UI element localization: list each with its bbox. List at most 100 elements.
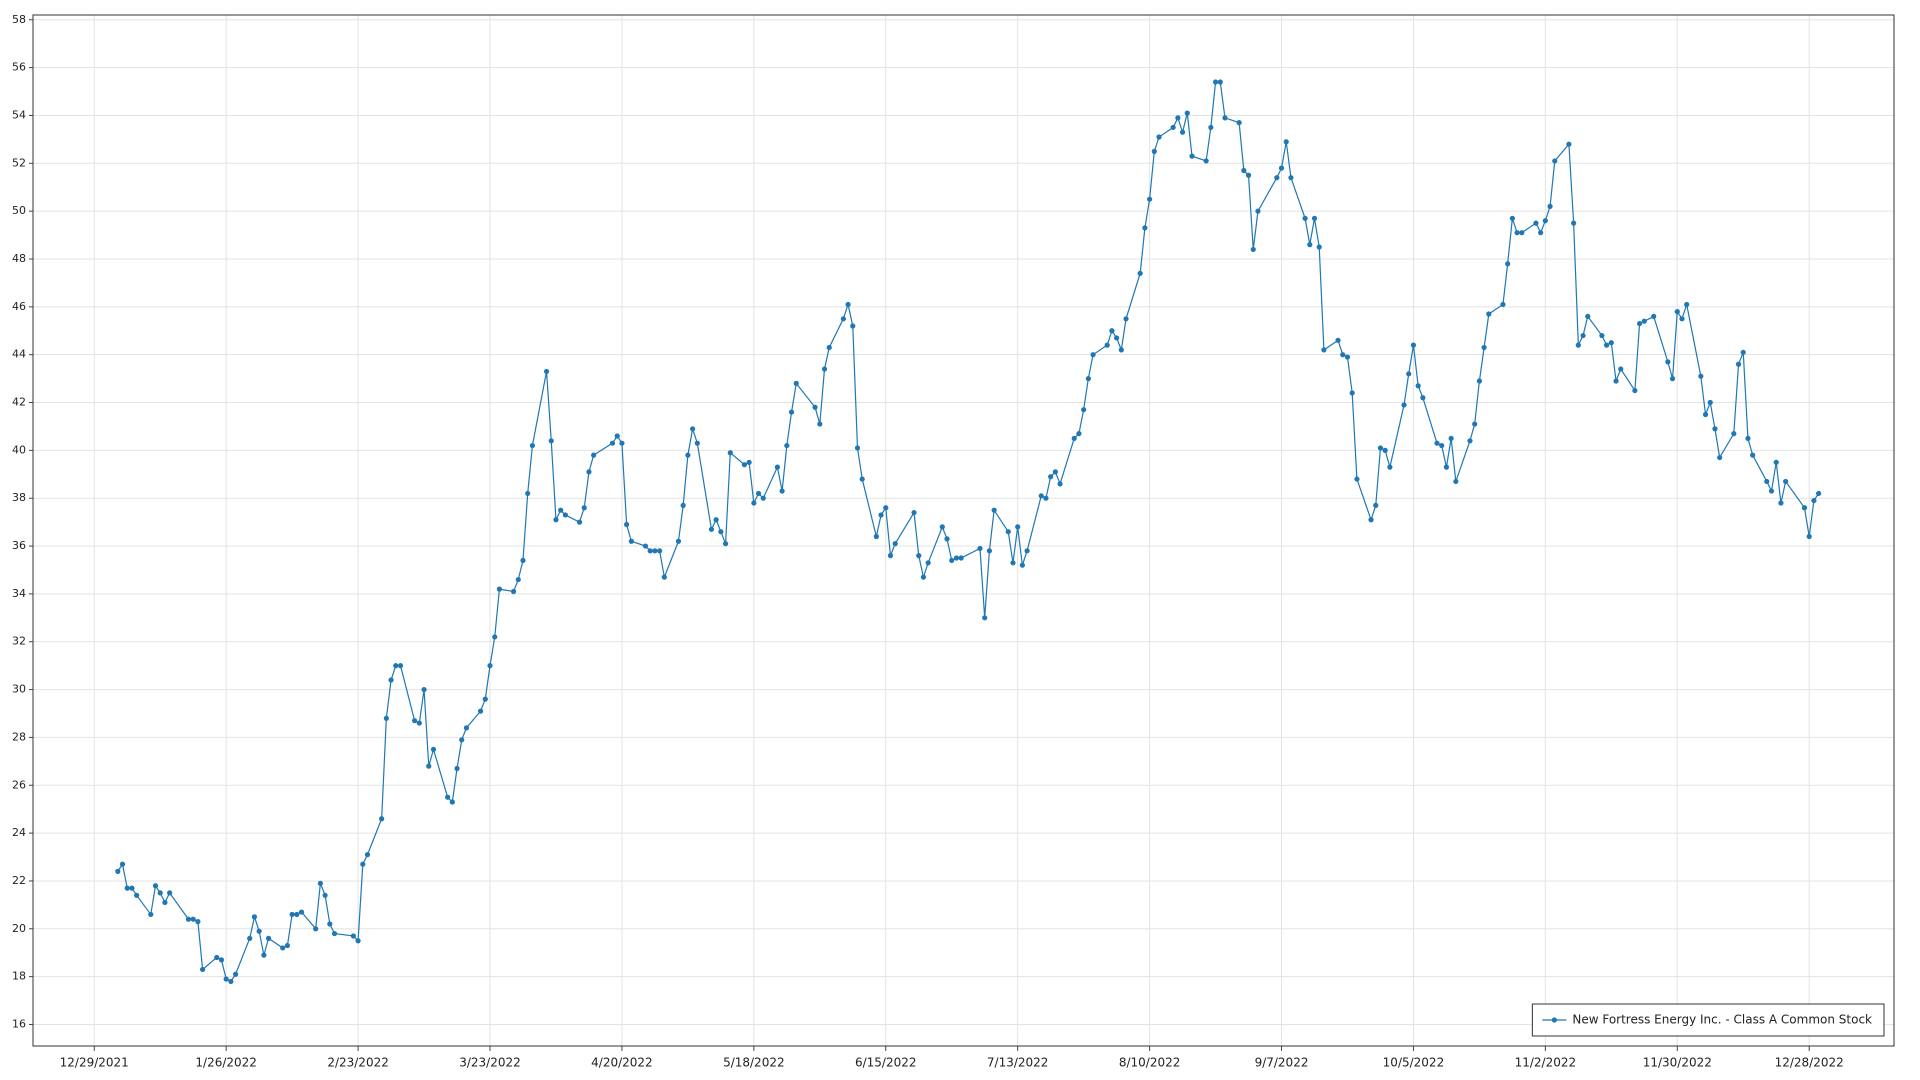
data-point <box>911 509 917 516</box>
data-point <box>953 555 960 561</box>
data-point <box>289 911 295 918</box>
data-point <box>576 519 583 525</box>
data-point <box>1109 328 1115 334</box>
data-point <box>214 954 220 961</box>
x-tick-label: 6/15/2022 <box>855 1056 917 1070</box>
data-point <box>755 490 762 497</box>
data-point <box>393 663 399 669</box>
data-point <box>1335 337 1341 343</box>
data-point <box>1354 476 1360 482</box>
y-tick-label: 18 <box>12 970 26 983</box>
data-point <box>624 521 630 528</box>
data-point <box>722 541 729 547</box>
data-point <box>1773 459 1779 465</box>
data-point <box>1024 548 1030 554</box>
x-tick-label: 3/23/2022 <box>459 1056 521 1070</box>
data-point <box>812 404 818 410</box>
data-point <box>1717 454 1723 461</box>
data-point <box>1585 313 1591 320</box>
data-point <box>228 978 234 985</box>
data-point <box>1340 352 1346 358</box>
data-point <box>1015 524 1021 530</box>
data-point <box>487 663 493 669</box>
data-point <box>713 517 719 523</box>
y-tick-label: 38 <box>12 491 26 504</box>
data-point <box>1147 196 1153 202</box>
legend: New Fortress Energy Inc. - Class A Commo… <box>1531 1003 1885 1037</box>
x-tick-label: 12/28/2022 <box>1775 1056 1844 1070</box>
data-point <box>1410 342 1417 348</box>
data-point <box>124 885 130 891</box>
data-point <box>840 316 846 322</box>
data-point <box>553 517 559 523</box>
data-point <box>1486 311 1492 317</box>
data-point <box>331 930 338 937</box>
data-point <box>873 533 879 540</box>
data-point <box>1151 148 1157 154</box>
data-point <box>1415 383 1421 389</box>
data-point <box>779 488 785 494</box>
x-tick-label: 5/18/2022 <box>723 1056 785 1070</box>
data-point <box>1712 426 1718 432</box>
data-point <box>115 868 121 874</box>
data-point <box>746 459 752 465</box>
data-point <box>1043 495 1049 501</box>
data-point <box>1076 431 1082 437</box>
data-point <box>562 512 568 518</box>
data-point <box>1401 402 1407 408</box>
data-point <box>1307 242 1313 248</box>
data-point <box>1208 124 1214 131</box>
data-point <box>1641 318 1647 324</box>
data-point <box>586 469 592 475</box>
data-point <box>1651 313 1657 320</box>
data-point <box>845 301 851 308</box>
legend-label: New Fortress Energy Inc. - Class A Commo… <box>1572 1013 1872 1027</box>
data-point <box>1472 421 1478 427</box>
data-point <box>751 500 757 506</box>
data-point <box>1500 301 1506 308</box>
data-point <box>322 892 328 898</box>
data-point <box>1778 500 1784 506</box>
data-point <box>1768 488 1775 494</box>
data-point <box>1420 395 1426 401</box>
data-point <box>1698 373 1704 379</box>
data-point <box>1250 246 1256 253</box>
data-point <box>628 538 634 544</box>
data-point <box>492 634 498 640</box>
data-point <box>1245 172 1252 178</box>
data-point <box>1377 445 1384 451</box>
data-point <box>916 553 922 559</box>
data-point <box>1613 378 1619 384</box>
data-point <box>817 421 823 427</box>
data-point <box>482 696 488 702</box>
data-point <box>1575 342 1581 348</box>
data-point <box>1566 141 1572 147</box>
data-point <box>185 916 192 922</box>
data-point <box>162 899 168 906</box>
data-point <box>1071 435 1077 442</box>
data-point <box>1189 153 1195 159</box>
data-point <box>1302 215 1308 221</box>
data-point <box>977 545 983 552</box>
data-point <box>1439 442 1445 449</box>
data-point <box>529 442 536 449</box>
data-point <box>1443 464 1450 470</box>
data-point <box>1702 411 1709 418</box>
data-point <box>1274 175 1280 181</box>
data-point <box>1533 220 1539 226</box>
y-tick-label: 28 <box>12 730 26 743</box>
data-point <box>1684 301 1690 308</box>
data-point <box>694 440 700 446</box>
y-tick-label: 30 <box>12 683 26 696</box>
data-point <box>614 433 620 439</box>
data-point <box>152 883 159 889</box>
data-point <box>247 935 253 941</box>
data-point <box>327 921 333 927</box>
data-point <box>1679 316 1685 322</box>
data-point <box>1674 309 1680 315</box>
data-point <box>1476 378 1482 384</box>
data-point <box>430 746 437 752</box>
data-point <box>558 507 564 513</box>
data-point <box>1632 387 1638 394</box>
data-point <box>525 490 531 497</box>
